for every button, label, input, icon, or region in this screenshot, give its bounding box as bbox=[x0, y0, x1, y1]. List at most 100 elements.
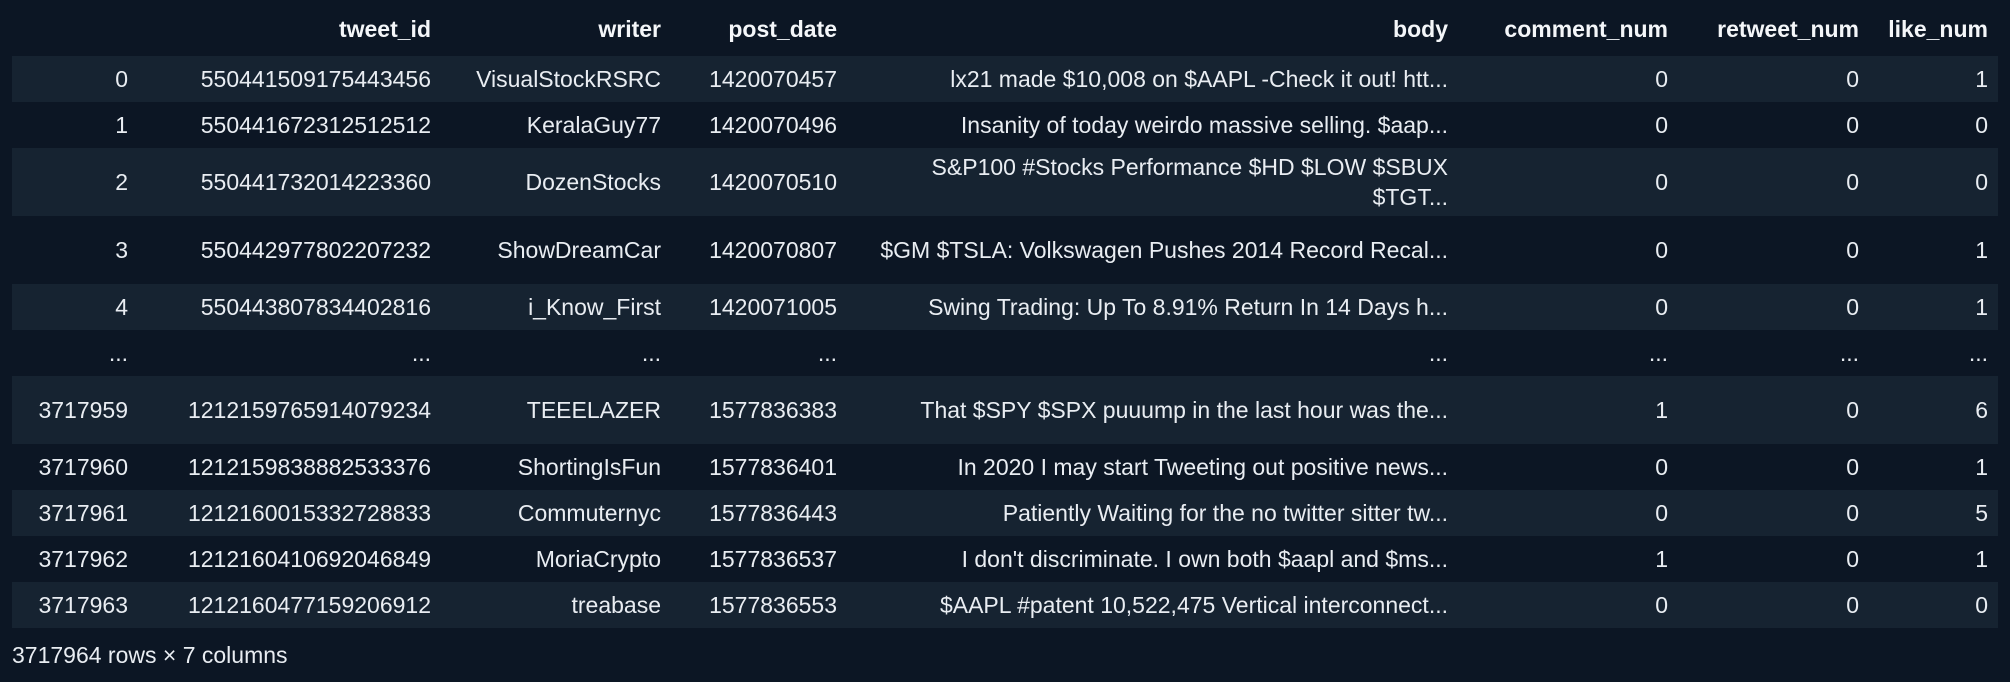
cell-post-date: 1420071005 bbox=[709, 294, 837, 320]
cell-retweet-num: 0 bbox=[1846, 397, 1859, 423]
table-row: 1 550441672312512512 KeralaGuy77 1420070496… bbox=[12, 102, 1998, 148]
cell-body: I don't discriminate. I own both $aapl a… bbox=[961, 546, 1448, 572]
table-row: 3 550442977802207232 ShowDreamCar 142007080… bbox=[12, 216, 1998, 284]
table-header: tweet_id writer post_date body comment_n… bbox=[12, 2, 1998, 56]
cell-comment-num: 0 bbox=[1655, 237, 1668, 263]
cell-writer: ShortingIsFun bbox=[517, 454, 661, 480]
cell-post-date: 1577836443 bbox=[709, 500, 837, 526]
dataframe-table: tweet_id writer post_date body comment_n… bbox=[12, 2, 1998, 628]
cell-writer: DozenStocks bbox=[525, 169, 661, 195]
cell-post-date: 1420070510 bbox=[709, 169, 837, 195]
cell-comment-num: 0 bbox=[1655, 112, 1668, 138]
cell-like-num: 0 bbox=[1975, 592, 1988, 618]
column-header-comment-num: comment_num bbox=[1504, 15, 1668, 42]
cell-tweet-id: 550443807834402816 bbox=[200, 294, 431, 320]
cell-like-num: 6 bbox=[1975, 397, 1988, 423]
table-row: 0 550441509175443456 VisualStockRSRC 142007… bbox=[12, 56, 1998, 102]
cell-tweet-id: 550441672312512512 bbox=[200, 112, 431, 138]
row-index: 1 bbox=[115, 112, 128, 138]
cell-like-num: 1 bbox=[1975, 294, 1988, 320]
dataframe-output: tweet_id writer post_date body comment_n… bbox=[12, 2, 1998, 628]
cell-writer: VisualStockRSRC bbox=[476, 66, 661, 92]
table-row: 3717960 1212159838882533376 ShortingIsFun 1… bbox=[12, 444, 1998, 490]
cell-like-num: 0 bbox=[1975, 112, 1988, 138]
row-index: 3717962 bbox=[38, 546, 128, 572]
cell-tweet-id: 1212159838882533376 bbox=[187, 454, 431, 480]
cell-body: lx21 made $10,008 on $AAPL -Check it out… bbox=[950, 66, 1448, 92]
cell-comment-num: 0 bbox=[1655, 500, 1668, 526]
cell-tweet-id: 1212160410692046849 bbox=[187, 546, 431, 572]
cell-like-num: 1 bbox=[1975, 237, 1988, 263]
column-header-retweet-num: retweet_num bbox=[1717, 15, 1859, 42]
cell-post-date: ... bbox=[817, 340, 837, 366]
table-row: 3717961 1212160015332728833 Commuternyc 157… bbox=[12, 490, 1998, 536]
cell-writer: KeralaGuy77 bbox=[526, 112, 661, 138]
cell-writer: ShowDreamCar bbox=[497, 237, 661, 263]
cell-like-num: ... bbox=[1968, 340, 1988, 366]
cell-writer: i_Know_First bbox=[528, 294, 661, 320]
cell-comment-num: ... bbox=[1648, 340, 1668, 366]
cell-post-date: 1577836401 bbox=[709, 454, 837, 480]
cell-comment-num: 0 bbox=[1655, 592, 1668, 618]
column-header-tweet-id: tweet_id bbox=[338, 15, 431, 42]
cell-tweet-id: 1212160015332728833 bbox=[187, 500, 431, 526]
row-index: 3717959 bbox=[38, 397, 128, 423]
cell-like-num: 1 bbox=[1975, 546, 1988, 572]
cell-body: $AAPL #patent 10,522,475 Vertical interc… bbox=[939, 592, 1448, 618]
cell-retweet-num: 0 bbox=[1846, 66, 1859, 92]
cell-body: Insanity of today weirdo massive selling… bbox=[960, 112, 1448, 138]
cell-retweet-num: 0 bbox=[1846, 169, 1859, 195]
row-index: ... bbox=[108, 340, 128, 366]
cell-retweet-num: 0 bbox=[1846, 112, 1859, 138]
cell-tweet-id: 1212159765914079234 bbox=[187, 397, 431, 423]
cell-tweet-id: 550442977802207232 bbox=[200, 237, 431, 263]
cell-like-num: 0 bbox=[1975, 169, 1988, 195]
cell-tweet-id: 550441732014223360 bbox=[200, 169, 431, 195]
row-index: 2 bbox=[115, 169, 128, 195]
cell-post-date: 1577836537 bbox=[709, 546, 837, 572]
cell-like-num: 1 bbox=[1975, 454, 1988, 480]
cell-tweet-id: 550441509175443456 bbox=[200, 66, 431, 92]
column-header-body: body bbox=[1393, 15, 1448, 42]
cell-retweet-num: 0 bbox=[1846, 237, 1859, 263]
cell-body: ... bbox=[1428, 340, 1448, 366]
cell-post-date: 1577836553 bbox=[709, 592, 837, 618]
row-index: 3717961 bbox=[38, 500, 128, 526]
cell-body: $GM $TSLA: Volkswagen Pushes 2014 Record… bbox=[880, 237, 1448, 263]
column-header-index bbox=[12, 2, 138, 56]
cell-comment-num: 1 bbox=[1655, 546, 1668, 572]
cell-retweet-num: ... bbox=[1839, 340, 1859, 366]
cell-like-num: 5 bbox=[1975, 500, 1988, 526]
table-row: 3717959 1212159765914079234 TEEELAZER 15778… bbox=[12, 376, 1998, 444]
row-index: 4 bbox=[115, 294, 128, 320]
ellipsis-row: ........................ bbox=[12, 330, 1998, 376]
cell-post-date: 1577836383 bbox=[709, 397, 837, 423]
table-row: 4 550443807834402816 i_Know_First 142007100… bbox=[12, 284, 1998, 330]
table-row: 3717962 1212160410692046849 MoriaCrypto 157… bbox=[12, 536, 1998, 582]
cell-body: S&P100 #Stocks Performance $HD $LOW $SBU… bbox=[931, 154, 1448, 210]
cell-retweet-num: 0 bbox=[1846, 454, 1859, 480]
cell-retweet-num: 0 bbox=[1846, 546, 1859, 572]
header-row: tweet_id writer post_date body comment_n… bbox=[12, 2, 1998, 56]
cell-body: That $SPY $SPX puuump in the last hour w… bbox=[920, 397, 1448, 423]
cell-comment-num: 0 bbox=[1655, 294, 1668, 320]
cell-comment-num: 1 bbox=[1655, 397, 1668, 423]
cell-tweet-id: 1212160477159206912 bbox=[187, 592, 431, 618]
table-row: 3717963 1212160477159206912 treabase 157783… bbox=[12, 582, 1998, 628]
cell-post-date: 1420070457 bbox=[709, 66, 837, 92]
cell-body: Patiently Waiting for the no twitter sit… bbox=[1002, 500, 1448, 526]
row-index: 0 bbox=[115, 66, 128, 92]
cell-comment-num: 0 bbox=[1655, 169, 1668, 195]
cell-body: In 2020 I may start Tweeting out positiv… bbox=[957, 454, 1448, 480]
row-index: 3717960 bbox=[38, 454, 128, 480]
table-row: 2 550441732014223360 DozenStocks 1420070510… bbox=[12, 148, 1998, 216]
cell-retweet-num: 0 bbox=[1846, 500, 1859, 526]
table-shape-summary: 3717964 rows × 7 columns bbox=[12, 642, 288, 668]
cell-comment-num: 0 bbox=[1655, 66, 1668, 92]
table-body: 0 550441509175443456 VisualStockRSRC 142007… bbox=[12, 56, 1998, 628]
column-header-writer: writer bbox=[598, 15, 661, 42]
row-index: 3 bbox=[115, 237, 128, 263]
row-index: 3717963 bbox=[38, 592, 128, 618]
cell-comment-num: 0 bbox=[1655, 454, 1668, 480]
cell-writer: treabase bbox=[571, 592, 661, 618]
